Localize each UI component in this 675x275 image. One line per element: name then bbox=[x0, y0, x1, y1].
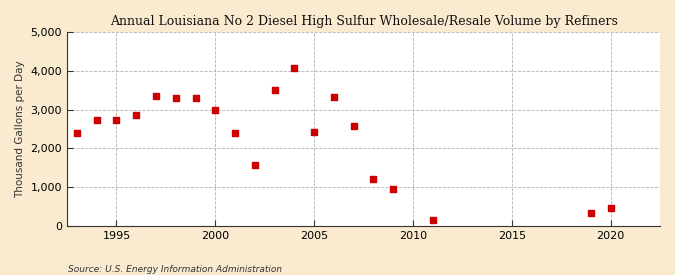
Point bbox=[131, 113, 142, 117]
Point bbox=[368, 176, 379, 181]
Point bbox=[210, 108, 221, 112]
Point bbox=[230, 131, 240, 135]
Text: Source: U.S. Energy Information Administration: Source: U.S. Energy Information Administ… bbox=[68, 265, 281, 274]
Point bbox=[348, 124, 359, 128]
Point bbox=[289, 65, 300, 70]
Point bbox=[329, 95, 340, 99]
Point bbox=[91, 117, 102, 122]
Title: Annual Louisiana No 2 Diesel High Sulfur Wholesale/Resale Volume by Refiners: Annual Louisiana No 2 Diesel High Sulfur… bbox=[109, 15, 618, 28]
Point bbox=[387, 187, 398, 192]
Point bbox=[605, 206, 616, 211]
Point bbox=[111, 118, 122, 122]
Point bbox=[249, 163, 260, 167]
Point bbox=[72, 131, 82, 135]
Point bbox=[190, 96, 201, 100]
Point bbox=[269, 88, 280, 92]
Point bbox=[585, 211, 596, 216]
Y-axis label: Thousand Gallons per Day: Thousand Gallons per Day bbox=[15, 60, 25, 198]
Point bbox=[151, 94, 161, 98]
Point bbox=[170, 96, 181, 100]
Point bbox=[308, 130, 319, 134]
Point bbox=[427, 218, 438, 222]
